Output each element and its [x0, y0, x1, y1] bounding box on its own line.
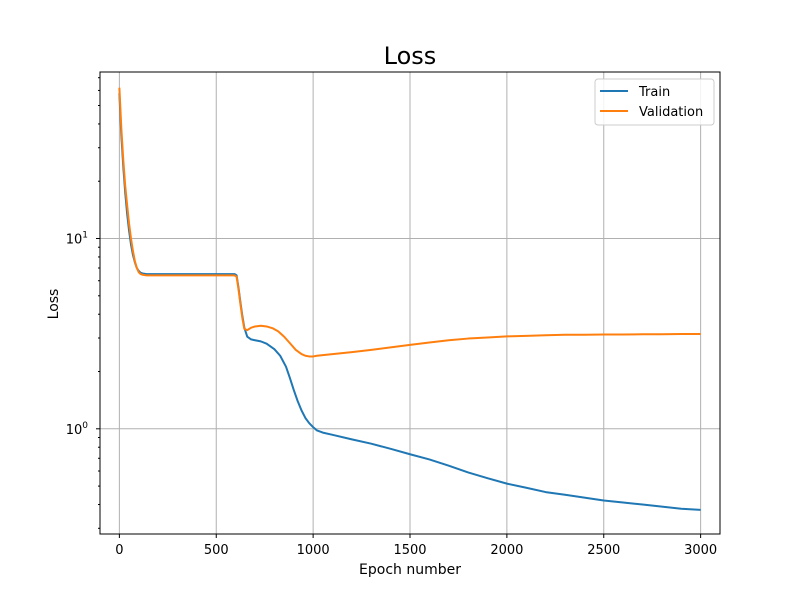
x-tick-label: 2500	[587, 543, 620, 558]
legend-label-train: Train	[638, 85, 670, 100]
y-tick-label: 101	[66, 231, 88, 248]
grid-lines	[100, 72, 720, 534]
x-tick-label: 1500	[393, 543, 426, 558]
y-axis-label: Loss	[46, 289, 62, 320]
x-tick-label: 1000	[297, 543, 330, 558]
x-tick-label: 0	[115, 543, 123, 558]
legend: Train Validation	[594, 78, 715, 126]
x-axis-ticks: 0 500 1000 1500 2000 2500 3000	[115, 534, 717, 558]
y-tick-base: 10	[66, 233, 83, 248]
legend-label-validation: Validation	[639, 105, 703, 120]
series-lines	[118, 87, 701, 511]
y-tick-exponent: 0	[82, 421, 88, 431]
y-tick-label: 100	[66, 421, 89, 438]
x-axis-label: Epoch number	[359, 562, 461, 578]
chart-title: Loss	[384, 42, 437, 70]
y-tick-exponent: 1	[82, 231, 88, 241]
y-tick-base: 10	[66, 423, 83, 438]
series-line-validation	[118, 87, 701, 358]
x-tick-label: 500	[204, 543, 229, 558]
x-tick-label: 3000	[684, 543, 717, 558]
x-tick-label: 2000	[490, 543, 523, 558]
